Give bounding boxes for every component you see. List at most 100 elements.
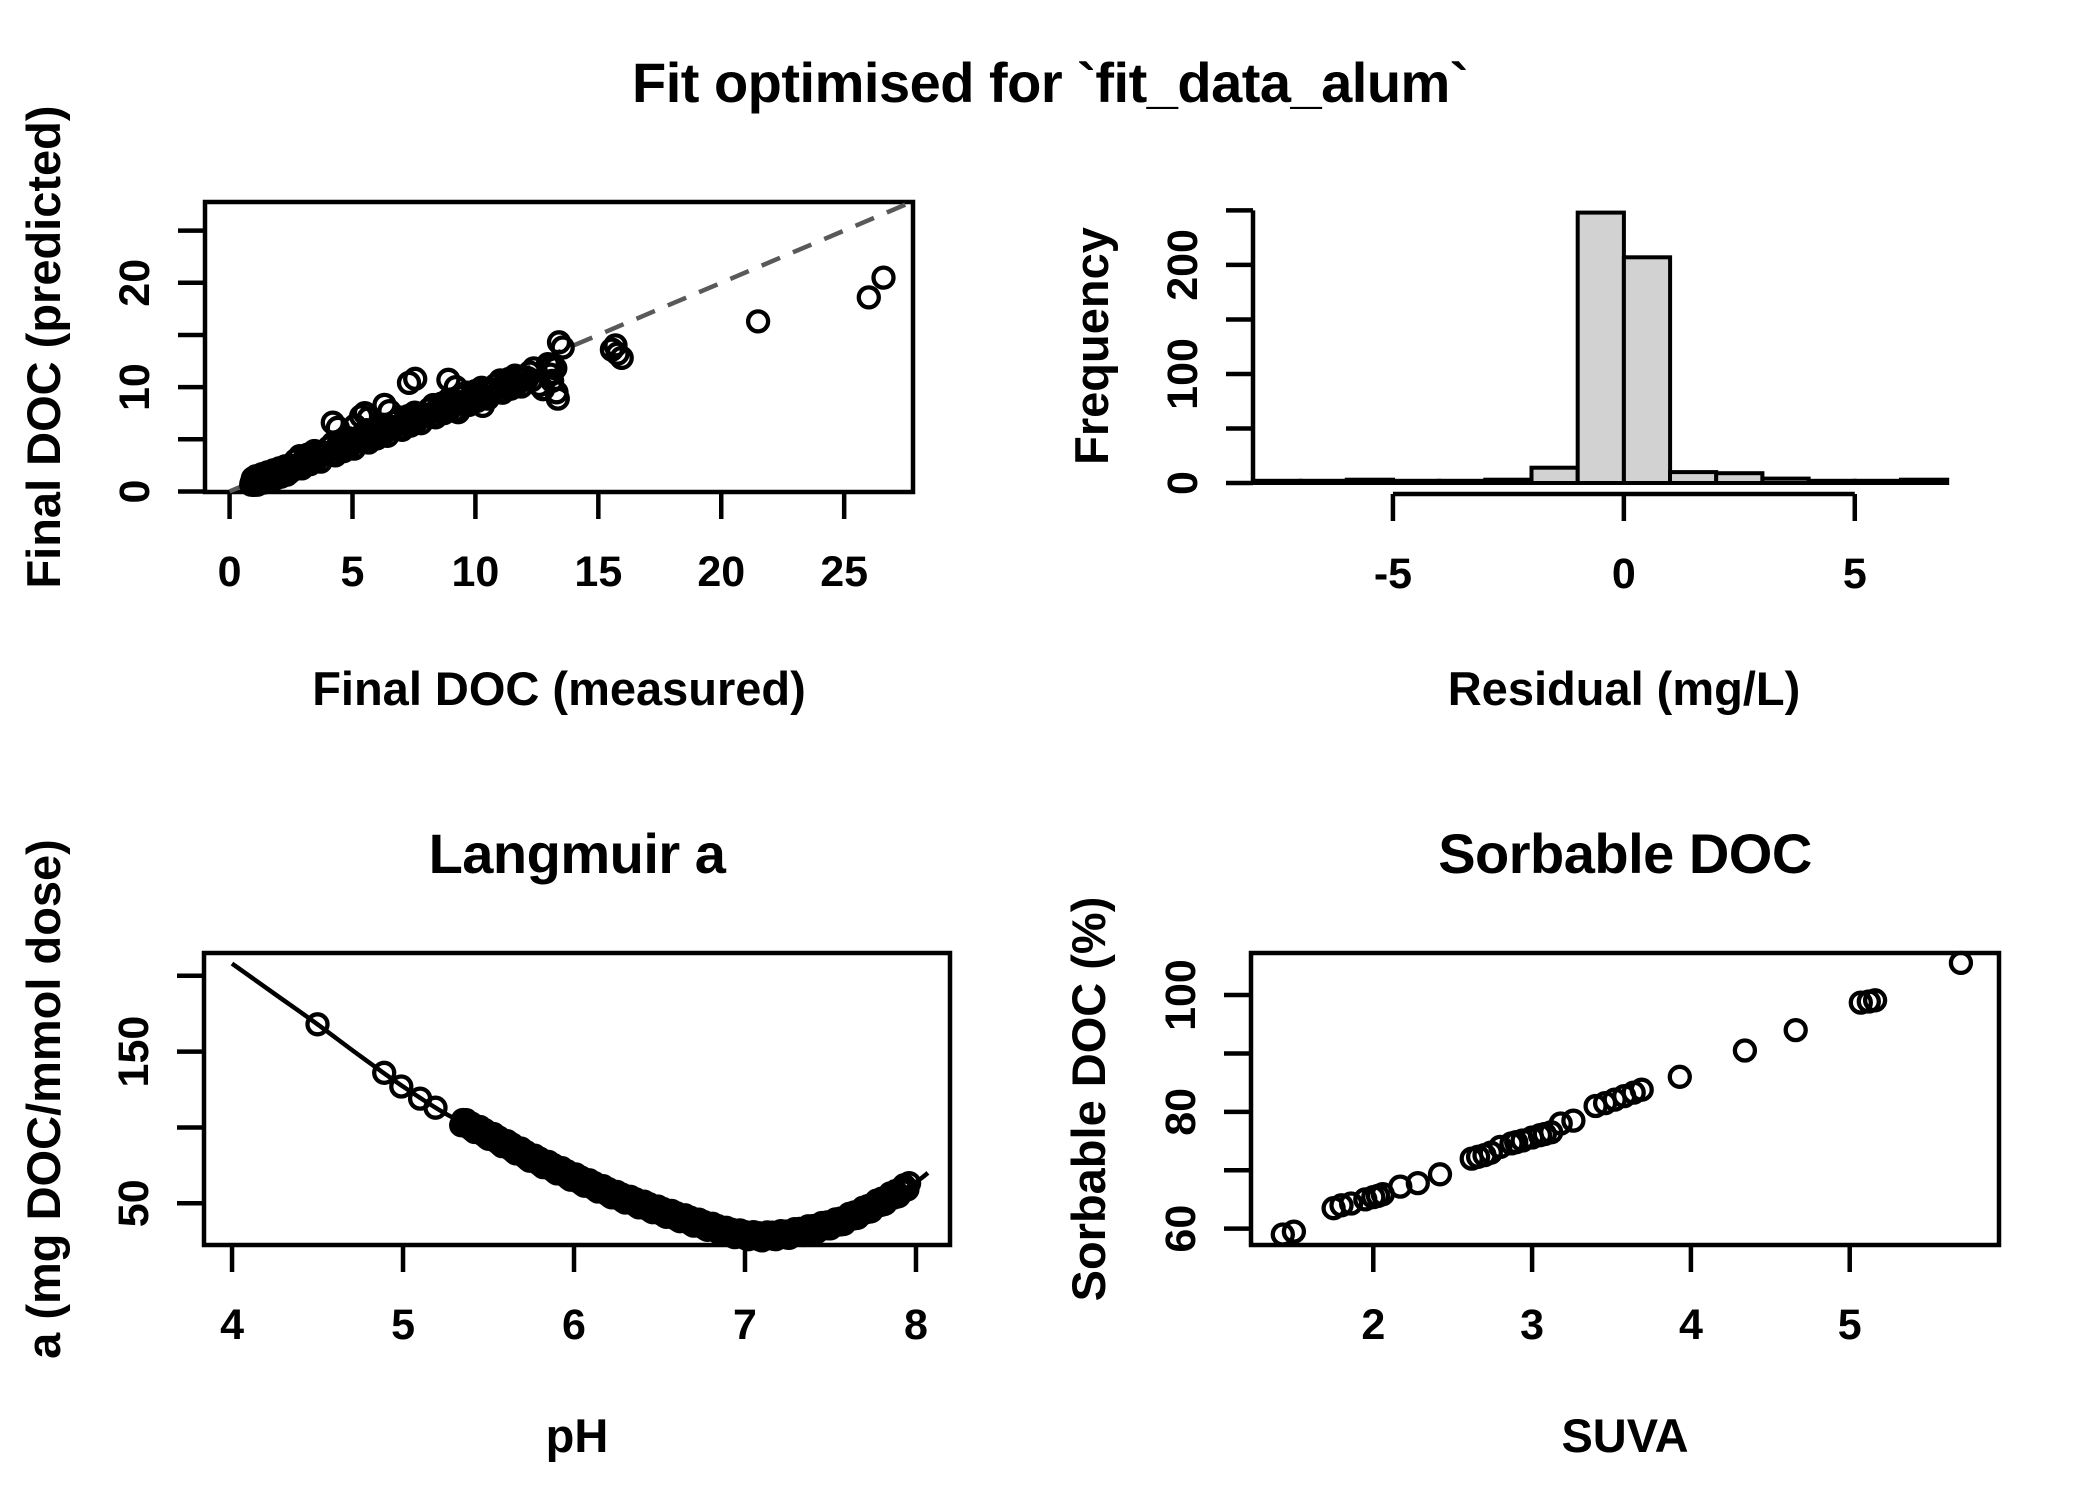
data-point — [1561, 1108, 1586, 1133]
data-point — [856, 285, 881, 310]
tick-label: 25 — [820, 548, 868, 596]
data-point — [1281, 1219, 1307, 1244]
data-point — [1488, 1134, 1513, 1160]
y-axis: 60 80 100 — [1157, 959, 1251, 1253]
data-point — [605, 341, 630, 366]
x-axis-label: pH — [546, 1409, 609, 1462]
tick-label: 6 — [562, 1301, 586, 1349]
panel-sorbable-doc: 2 3 4 5 60 80 100 Sorbable DOC SUVA Sorbable D… — [1062, 822, 2002, 1462]
tick-label: 20 — [111, 259, 159, 307]
tick-label: 10 — [451, 548, 499, 596]
data-point — [1732, 1038, 1758, 1063]
tick-label: 0 — [111, 480, 159, 504]
plot-box — [202, 199, 916, 495]
data-point — [896, 1170, 922, 1196]
data-point — [356, 406, 381, 431]
data-point — [1329, 1193, 1354, 1218]
tick-label: 5 — [391, 1301, 415, 1349]
data-point — [470, 393, 495, 419]
panel-fit-scatter: 0 5 10 15 20 25 0 10 20 Final DOC (measured) Fin… — [17, 105, 916, 715]
data-point — [1862, 988, 1888, 1013]
histogram-bars — [1252, 210, 1950, 486]
tick-label: 0 — [1612, 550, 1636, 598]
langmuir-graphics: 4 5 6 7 8 50 150 — [110, 950, 953, 1349]
histogram-bar — [1621, 255, 1673, 485]
y-axis-label: Sorbable DOC (%) — [1062, 897, 1115, 1302]
x-axis: 2 3 4 5 — [1361, 1245, 1862, 1349]
x-axis: 0 5 10 15 20 25 — [218, 492, 868, 596]
identity-line — [228, 200, 912, 494]
data-point — [550, 335, 575, 360]
tick-label: 5 — [1843, 550, 1867, 598]
panel-title: Langmuir a — [429, 822, 727, 885]
data-point — [1270, 1222, 1295, 1247]
data-point — [1338, 1191, 1364, 1216]
tick-label: 50 — [110, 1179, 158, 1227]
tick-label: 10 — [111, 363, 159, 411]
figure-title: Fit optimised for `fit_data_alum` — [632, 51, 1468, 114]
data-point — [1948, 950, 1974, 976]
scatter-points — [1270, 950, 1974, 1247]
data-point — [325, 415, 350, 440]
data-point — [443, 374, 468, 400]
sorbable-graphics: 2 3 4 5 60 80 100 — [1157, 950, 2002, 1349]
plot-box — [1248, 950, 2002, 1248]
tick-label: 8 — [904, 1301, 928, 1349]
data-point — [609, 345, 634, 371]
panel-langmuir-a: 4 5 6 7 8 50 150 Langmuir a pH a (mg DOC/mmol … — [17, 822, 953, 1462]
x-axis-label: Residual (mg/L) — [1448, 662, 1801, 715]
tick-label: 15 — [574, 548, 622, 596]
scatter-points — [305, 1012, 922, 1253]
histogram-bar — [1529, 465, 1580, 486]
data-point — [543, 356, 568, 381]
tick-label: 60 — [1157, 1205, 1205, 1253]
data-point — [446, 400, 471, 425]
tick-label: 2 — [1361, 1301, 1385, 1349]
x-axis: -5 0 5 — [1374, 491, 1867, 598]
histogram-bar — [1575, 210, 1626, 485]
data-point — [305, 1012, 330, 1037]
tick-label: 5 — [1838, 1301, 1862, 1349]
data-point — [1548, 1111, 1573, 1136]
data-point — [1783, 1017, 1808, 1043]
data-point — [372, 1060, 397, 1085]
data-point — [389, 1074, 414, 1099]
y-axis: 0 100 200 — [1159, 208, 1256, 495]
data-point — [745, 309, 771, 334]
tick-label: 80 — [1157, 1088, 1205, 1136]
data-point — [1629, 1077, 1654, 1102]
tick-label: 150 — [110, 1016, 158, 1088]
tick-label: 5 — [341, 548, 365, 596]
panel-title: Sorbable DOC — [1438, 822, 1812, 885]
x-axis-label: SUVA — [1561, 1409, 1688, 1462]
data-point — [545, 386, 570, 411]
tick-label: 0 — [218, 548, 242, 596]
data-point — [871, 265, 896, 290]
x-axis: 4 5 6 7 8 — [220, 1245, 928, 1349]
tick-label: 0 — [1159, 471, 1207, 495]
y-axis-label: Frequency — [1065, 227, 1118, 465]
tick-label: 7 — [733, 1301, 757, 1349]
y-axis: 50 150 — [110, 973, 204, 1227]
data-point — [377, 398, 402, 424]
data-point — [320, 410, 345, 435]
plot-box — [201, 950, 953, 1248]
data-point — [1667, 1064, 1692, 1089]
tick-label: 100 — [1157, 959, 1205, 1031]
scatter-points — [239, 265, 896, 498]
tick-label: -5 — [1374, 550, 1412, 598]
tick-label: 3 — [1520, 1301, 1544, 1349]
y-axis: 0 10 20 — [111, 228, 205, 504]
y-axis-label: a (mg DOC/mmol dose) — [17, 839, 70, 1359]
tick-label: 4 — [1679, 1301, 1703, 1349]
data-point — [1405, 1170, 1430, 1196]
x-axis-label: Final DOC (measured) — [312, 662, 806, 715]
data-point — [403, 366, 428, 391]
tick-label: 200 — [1159, 229, 1207, 301]
fit-scatter-graphics: 0 5 10 15 20 25 0 10 20 — [111, 199, 916, 596]
tick-label: 100 — [1159, 338, 1207, 410]
